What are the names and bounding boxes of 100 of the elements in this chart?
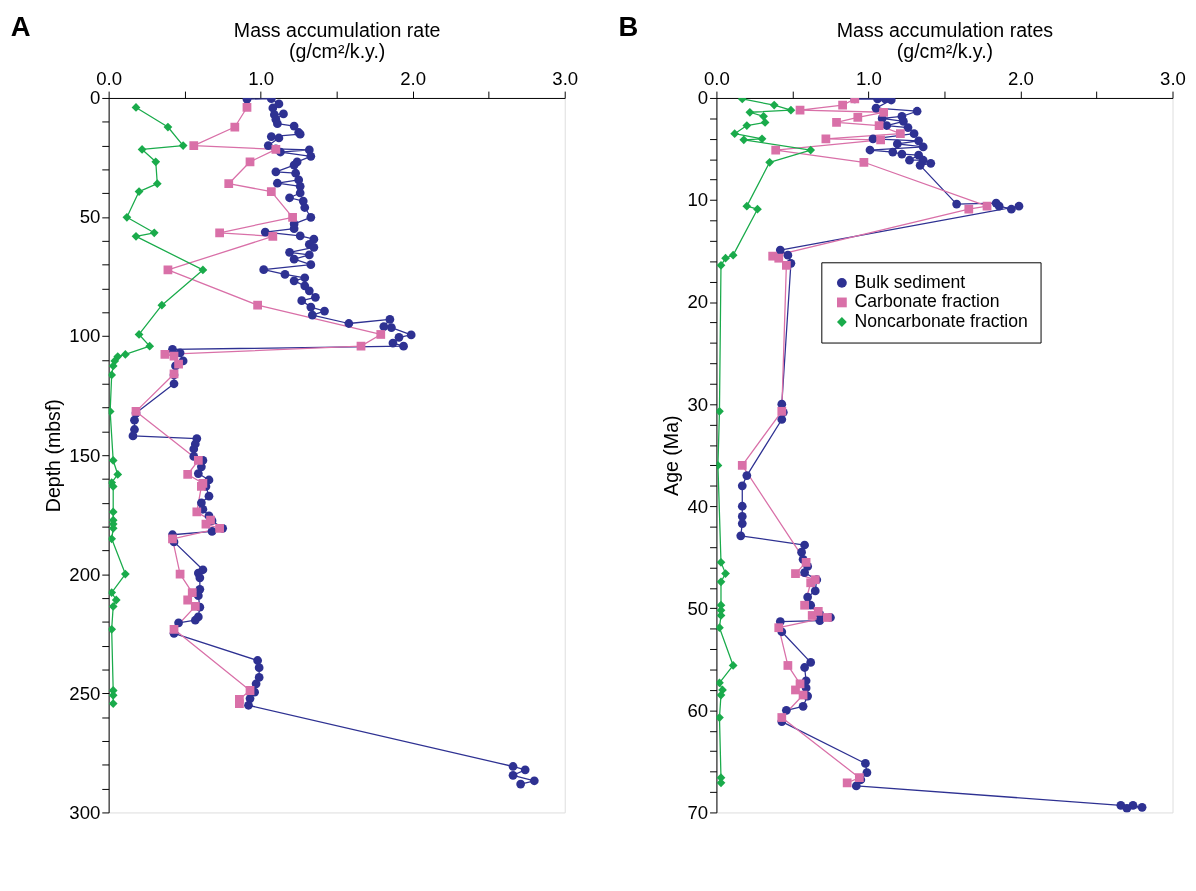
point [245, 686, 255, 695]
point [108, 588, 117, 597]
x-tick-label: 1.0 [248, 67, 275, 89]
point [800, 600, 809, 610]
point [786, 105, 796, 115]
y-tick-label: 50 [687, 597, 709, 619]
point [111, 595, 121, 605]
point [215, 523, 224, 533]
point [108, 624, 117, 634]
point [721, 569, 730, 578]
point [730, 129, 740, 139]
y-tick-label: 200 [69, 563, 101, 585]
point [215, 228, 224, 238]
y-tick-label: 300 [69, 801, 101, 823]
point [356, 341, 366, 351]
point [742, 201, 752, 211]
y-tick-label: 100 [69, 325, 101, 347]
point [795, 105, 805, 115]
y-tick-label: 0 [89, 87, 101, 109]
point [737, 97, 747, 104]
chart-title: B [618, 11, 639, 43]
point [183, 470, 193, 479]
point [964, 204, 974, 214]
point [178, 141, 188, 150]
point [108, 370, 117, 380]
point [169, 624, 179, 634]
point [149, 228, 159, 238]
point [108, 361, 118, 371]
point [745, 107, 755, 117]
point [739, 135, 749, 145]
point [859, 157, 869, 167]
y-tick-label: 20 [687, 291, 709, 313]
point [876, 135, 885, 145]
point [108, 507, 118, 517]
point [821, 134, 831, 144]
point [120, 350, 130, 359]
x-tick-label: 0.0 [96, 67, 123, 89]
y-tick-label: 60 [687, 699, 709, 721]
point [777, 713, 787, 722]
legend-label: Carbonate fraction [854, 291, 1000, 312]
point [716, 623, 724, 633]
x-tick-label: 2.0 [400, 67, 427, 89]
point [807, 611, 817, 620]
y-tick-label: 0 [697, 87, 709, 109]
point [108, 482, 118, 491]
point [716, 406, 724, 416]
point [230, 122, 240, 132]
y-tick-label: 250 [69, 682, 101, 704]
point [783, 661, 793, 670]
point [716, 577, 726, 587]
y-tick-label: 70 [687, 801, 709, 823]
point [137, 145, 147, 154]
point [187, 588, 197, 597]
point [376, 330, 386, 339]
chart-title: A [10, 11, 31, 43]
point [832, 118, 841, 127]
point [224, 179, 234, 189]
point [190, 602, 200, 611]
point [742, 121, 752, 130]
point [120, 569, 130, 579]
x-tick-label: 0.0 [704, 67, 730, 89]
y-tick-label: 150 [69, 444, 101, 466]
point [716, 690, 726, 700]
point [765, 157, 775, 167]
point [716, 558, 726, 567]
point [108, 699, 118, 708]
point [728, 250, 738, 260]
point [781, 260, 791, 270]
point [163, 122, 173, 132]
legend-label: Noncarbonate fraction [854, 310, 1028, 331]
point [874, 121, 884, 130]
point [193, 456, 203, 465]
point [131, 231, 141, 241]
point [774, 253, 784, 263]
point [245, 157, 255, 167]
point [759, 111, 768, 121]
x-axis-title: Mass accumulation rate (g/cm²/k.y.) [233, 18, 441, 63]
point [716, 260, 726, 270]
y-tick-label: 50 [79, 206, 101, 228]
point [235, 699, 244, 708]
point [151, 157, 161, 167]
point [288, 212, 297, 222]
legend-label: Bulk sediment [854, 271, 966, 292]
x-tick-label: 1.0 [856, 67, 882, 89]
point [145, 341, 155, 351]
point [108, 456, 118, 465]
point [268, 231, 278, 241]
point [853, 112, 863, 122]
point [879, 107, 889, 117]
y-tick-label: 30 [687, 393, 709, 415]
x-tick-label: 3.0 [1160, 67, 1186, 89]
point [108, 602, 118, 611]
point [771, 145, 781, 155]
point [791, 685, 800, 695]
point [769, 100, 779, 110]
point [716, 713, 724, 722]
point [896, 129, 905, 139]
point [982, 201, 992, 211]
y-tick-label: 40 [687, 495, 709, 517]
point [737, 461, 747, 470]
